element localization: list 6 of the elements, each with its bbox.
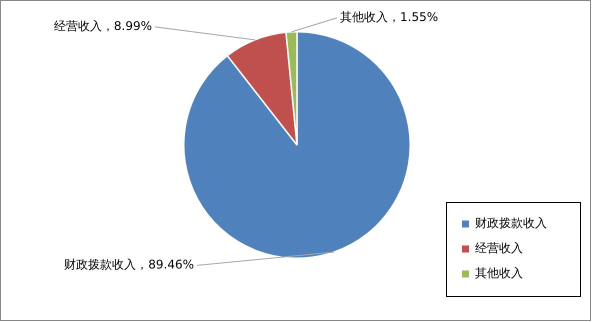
data-label: 财政拨款收入，89.46% — [64, 257, 194, 272]
data-label: 其他收入，1.55% — [340, 10, 438, 24]
legend-label: 经营收入 — [475, 241, 523, 256]
legend-label: 财政拨款收入 — [475, 216, 547, 230]
legend-label: 其他收入 — [475, 266, 523, 280]
data-label: 经营收入，8.99% — [54, 18, 152, 33]
